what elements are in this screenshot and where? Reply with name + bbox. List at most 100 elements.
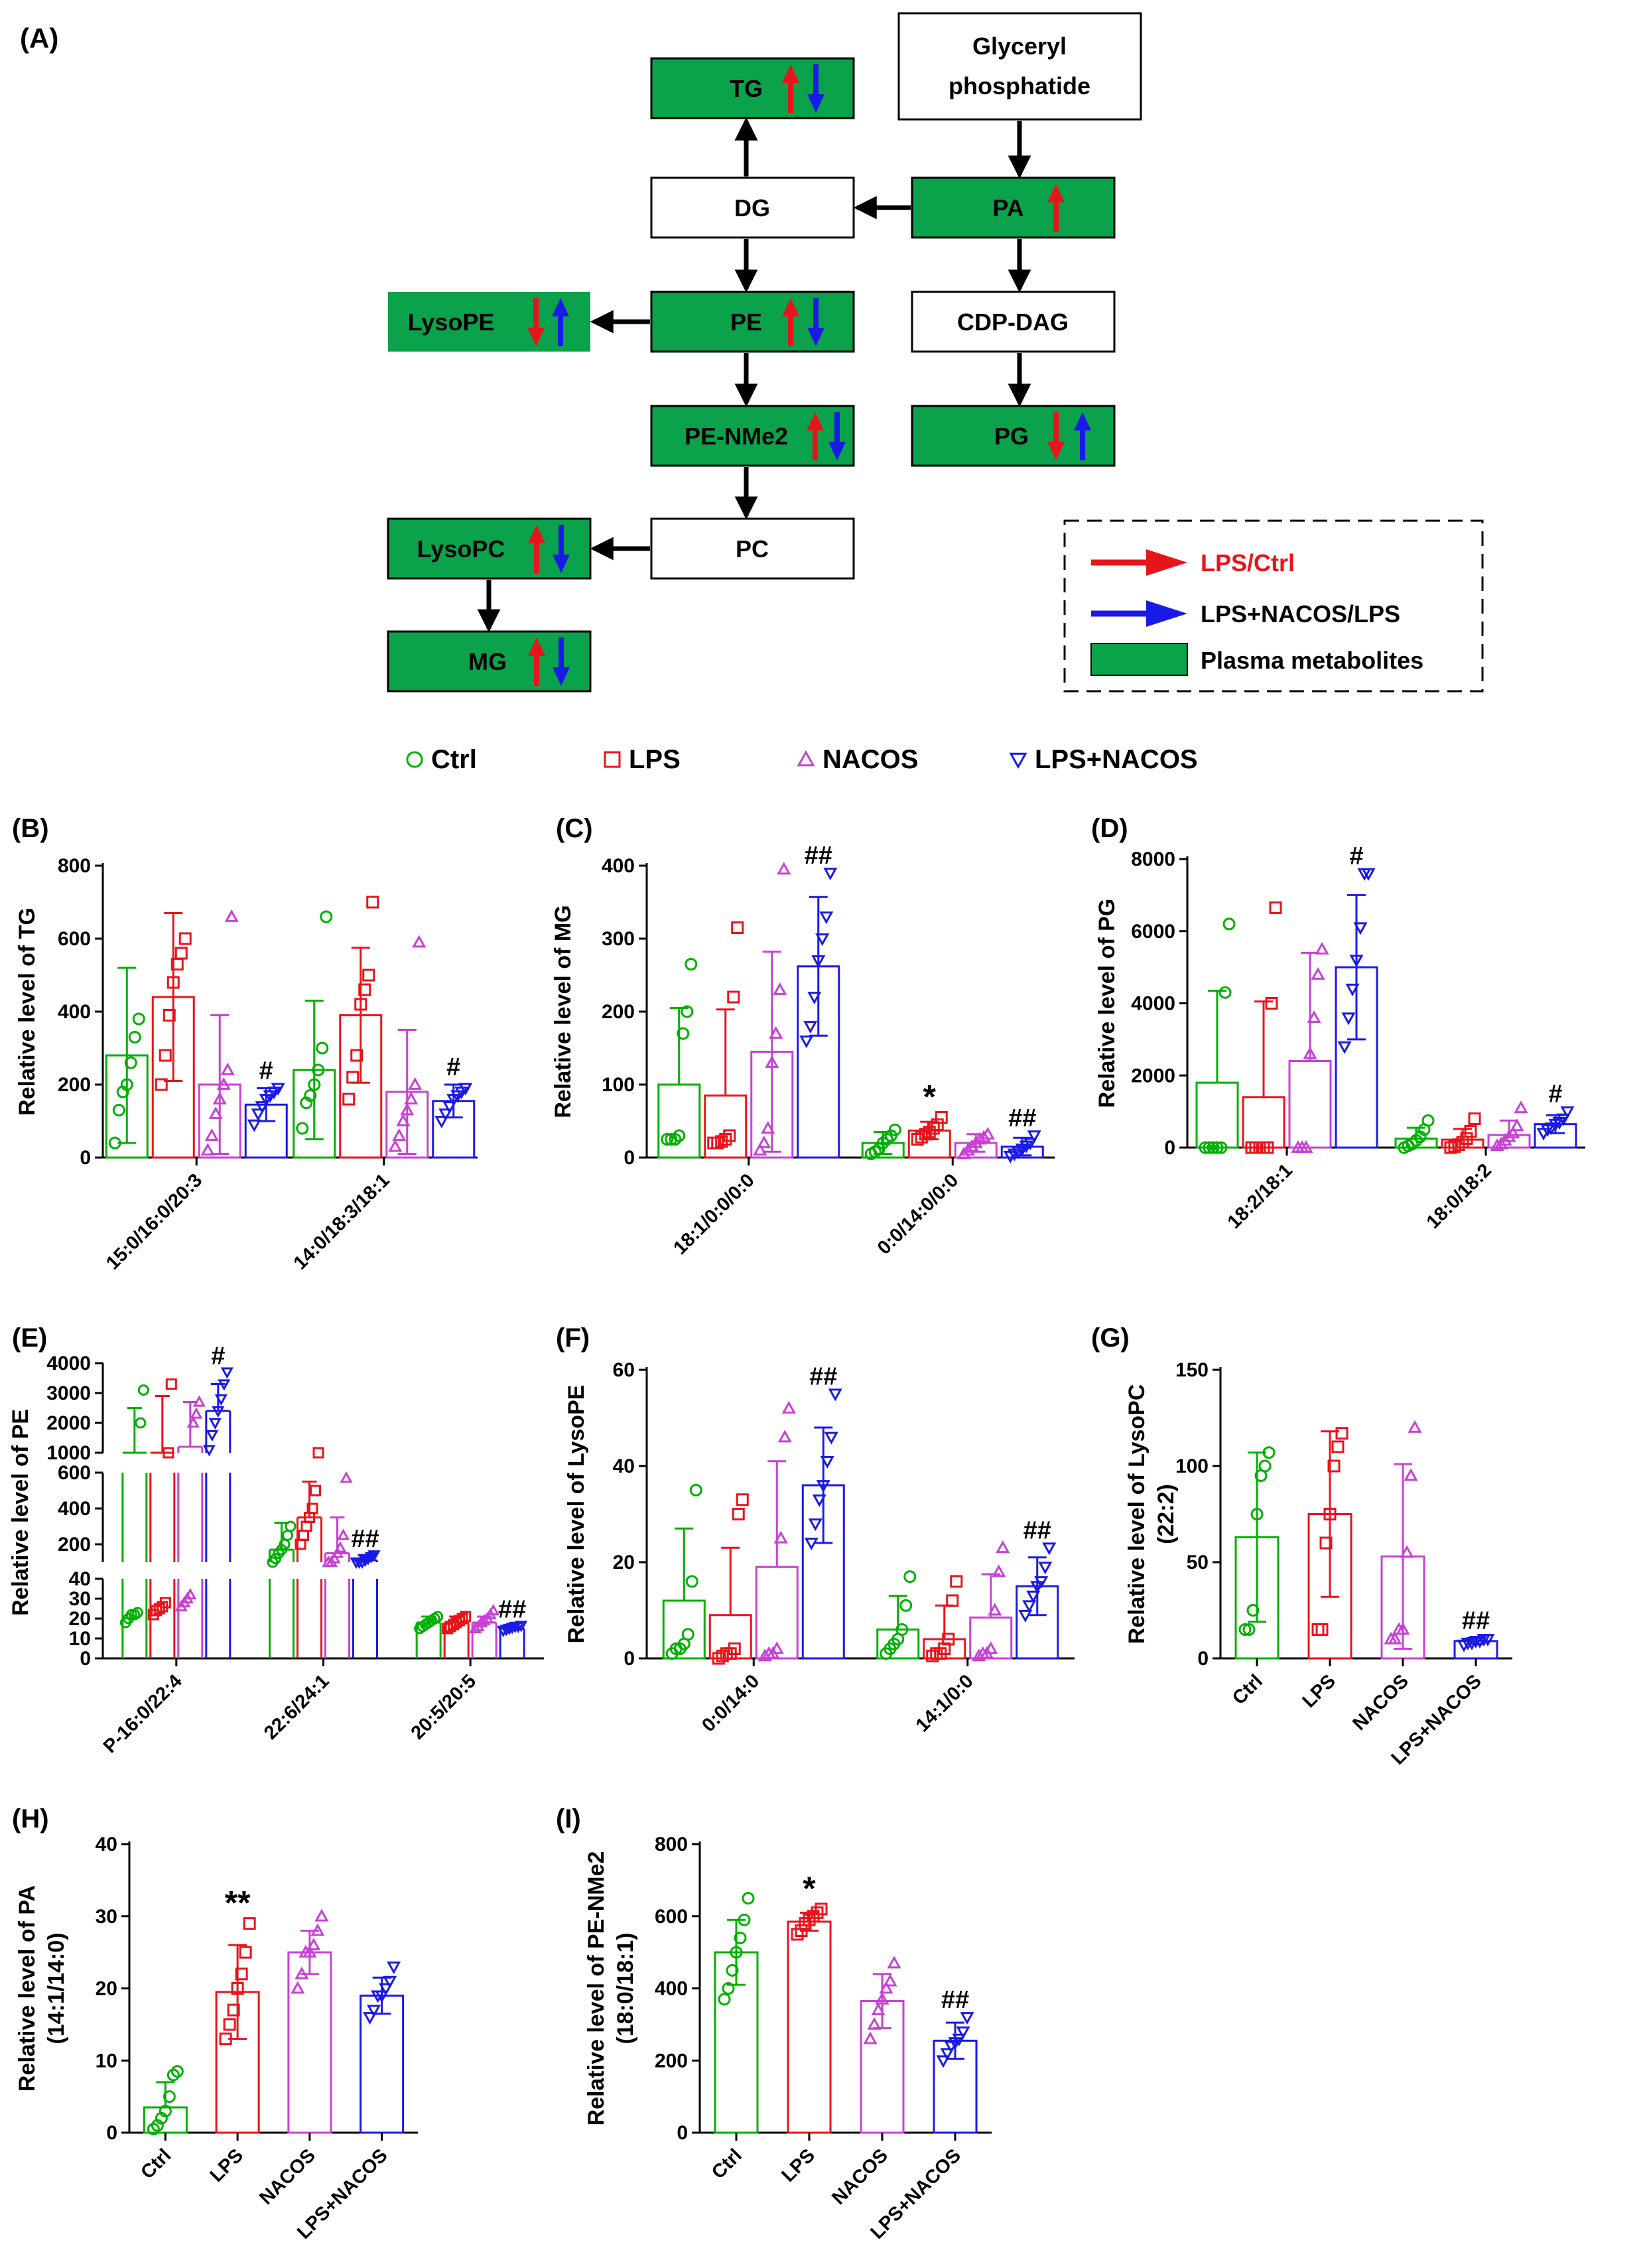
data-point — [312, 1447, 324, 1459]
svg-text:PE: PE — [730, 308, 762, 336]
data-point — [432, 1611, 444, 1623]
significance-mark: # — [259, 1057, 273, 1085]
data-point — [824, 1432, 838, 1445]
data-point — [362, 968, 375, 982]
data-point — [1361, 868, 1376, 881]
data-point — [876, 1136, 889, 1150]
legend-red-arrow-icon — [1091, 549, 1187, 576]
data-point — [777, 862, 791, 875]
data-point — [1269, 901, 1282, 914]
pathway-diagram: (A) Glyceryl phosphatide TG DG PA LysoPE… — [20, 12, 1484, 693]
significance-mark: ** — [225, 1885, 251, 1922]
data-point — [354, 998, 367, 1011]
data-point — [1315, 1623, 1329, 1636]
data-point — [214, 1394, 228, 1406]
legend-square-icon — [604, 751, 621, 768]
y-tick-label: 0 — [624, 1147, 635, 1169]
data-point — [442, 1101, 457, 1114]
data-point — [769, 1026, 783, 1039]
arrow-head — [782, 298, 799, 316]
bar — [708, 1614, 752, 1660]
y-axis-label-sub: (18:0/18:1) — [613, 1932, 638, 2044]
red-up-arrow-icon — [807, 412, 824, 460]
data-point — [1400, 1545, 1414, 1558]
y-tick-label: 0 — [624, 1648, 635, 1670]
data-point — [811, 1906, 824, 1919]
data-point — [1211, 1141, 1224, 1154]
data-point — [1023, 1138, 1037, 1151]
data-point — [777, 1430, 792, 1443]
data-point — [988, 1603, 1002, 1616]
y-tick-label: 6000 — [1131, 921, 1175, 943]
legend-label-lps+nacos: LPS+NACOS — [1035, 745, 1198, 774]
x-tick-label: LPS — [777, 2145, 819, 2186]
panel-label-a: (A) — [20, 23, 58, 54]
red-down-arrow-icon — [1047, 412, 1065, 460]
data-point — [731, 921, 744, 934]
data-point — [823, 868, 838, 881]
box-lysope: LysoPE — [388, 292, 590, 352]
data-point — [124, 1056, 137, 1069]
x-tick-label: 14:0/18:3/18:1 — [290, 1169, 394, 1274]
blue-down-arrow-icon — [828, 412, 846, 460]
y-tick-label: 40 — [69, 1568, 91, 1590]
legend-label-nacos: NACOS — [822, 745, 918, 774]
data-point — [996, 1540, 1010, 1554]
data-point — [1262, 1446, 1276, 1459]
significance-mark: # — [211, 1343, 225, 1370]
data-point — [757, 1648, 772, 1662]
data-point — [298, 1530, 309, 1541]
svg-text:TG: TG — [730, 75, 763, 102]
data-point — [306, 1938, 321, 1951]
blue-up-arrow-icon — [552, 298, 569, 346]
bar — [657, 1083, 701, 1159]
data-point — [212, 1091, 227, 1104]
data-point — [231, 1982, 244, 1995]
data-point — [960, 2012, 974, 2025]
svg-text:PA: PA — [992, 194, 1023, 222]
legend-lps-nacos: LPS+NACOS/LPS — [1201, 600, 1400, 628]
data-point — [773, 1530, 788, 1544]
x-tick-label: NACOS — [1349, 1670, 1413, 1735]
data-point — [1480, 1634, 1495, 1647]
data-point — [155, 1078, 168, 1091]
data-point — [716, 1649, 729, 1662]
data-point — [163, 1447, 174, 1459]
data-point — [388, 1139, 403, 1152]
y-tick-label: 400 — [655, 1978, 688, 2000]
data-point — [972, 1648, 986, 1662]
y-axis-label-sub: (14:1/14:0) — [44, 1932, 69, 2044]
data-point — [163, 1009, 176, 1022]
data-point — [190, 1407, 203, 1419]
y-tick-label: 0 — [80, 1147, 91, 1169]
x-tick-label: Ctrl — [708, 2145, 746, 2183]
data-point — [1261, 1141, 1274, 1154]
data-point — [304, 1089, 317, 1102]
bar — [1195, 1081, 1239, 1149]
panel-label: (G) — [1091, 1323, 1130, 1353]
data-point — [803, 1021, 818, 1034]
bar — [787, 1920, 832, 2134]
data-point — [799, 1035, 814, 1049]
data-point — [738, 1913, 751, 1926]
svg-text:CDP-DAG: CDP-DAG — [957, 308, 1069, 336]
x-tick-label: 15:0/16:0/20:3 — [102, 1169, 206, 1274]
data-point — [723, 1129, 736, 1142]
y-tick-label: 100 — [602, 1074, 635, 1096]
data-point — [1215, 1141, 1228, 1154]
significance-mark: ## — [351, 1525, 379, 1553]
data-point — [255, 1101, 269, 1114]
data-point — [363, 2012, 377, 2025]
data-point — [328, 1552, 341, 1564]
data-point — [1323, 1508, 1337, 1520]
arrow-head — [553, 555, 570, 573]
data-point — [487, 1603, 500, 1616]
arrow-head — [528, 637, 545, 656]
data-point — [219, 2033, 232, 2046]
data-point — [923, 1126, 936, 1138]
